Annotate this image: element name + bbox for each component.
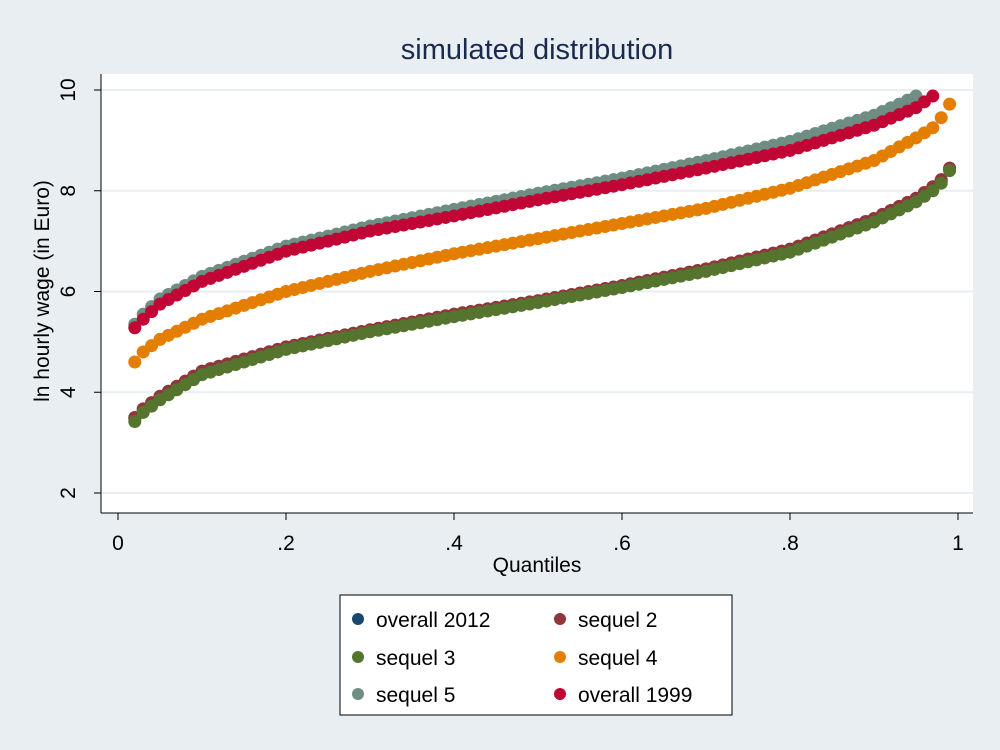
legend-label: sequel 4 — [578, 647, 658, 670]
data-points — [128, 89, 957, 428]
axes — [100, 74, 973, 514]
legend-marker — [554, 688, 566, 700]
legend-marker — [554, 613, 566, 625]
x-tick-label: .8 — [781, 532, 799, 555]
data-point — [926, 121, 940, 135]
x-tick-label: 1 — [952, 532, 964, 555]
data-point — [136, 312, 150, 326]
series-sequel-4 — [128, 97, 957, 369]
data-point — [943, 164, 957, 178]
y-tick-label: 6 — [57, 286, 80, 298]
legend-marker — [554, 651, 566, 663]
legend-label: overall 2012 — [376, 609, 490, 632]
data-point — [145, 305, 159, 319]
series-sequel-3 — [128, 164, 957, 428]
data-point — [128, 355, 142, 369]
y-tick-label: 2 — [57, 487, 80, 499]
series-overall-1999 — [128, 89, 940, 335]
data-point — [943, 97, 957, 111]
x-tick-label: .4 — [445, 532, 463, 555]
data-point — [934, 111, 948, 125]
x-tick-label: .6 — [613, 532, 631, 555]
legend-marker — [352, 688, 364, 700]
y-axis-title: ln hourly wage (in Euro) — [31, 180, 54, 402]
legend-label: overall 1999 — [578, 684, 692, 707]
legend: overall 2012 sequel 2 sequel 3 sequel 4 sequ… — [339, 594, 733, 716]
legend-label: sequel 2 — [578, 609, 657, 632]
y-ticks: 2 4 6 8 10 — [57, 78, 101, 499]
legend-box — [339, 594, 733, 716]
data-point — [926, 89, 940, 103]
gridlines — [101, 89, 973, 494]
legend-marker — [352, 651, 364, 663]
data-point — [934, 176, 948, 190]
x-tick-label: .2 — [277, 532, 295, 555]
x-tick-label: 0 — [112, 532, 124, 555]
x-axis-title: Quantiles — [493, 554, 582, 577]
legend-label: sequel 5 — [376, 684, 455, 707]
data-point — [128, 321, 142, 335]
y-tick-label: 8 — [57, 185, 80, 197]
chart-title: simulated distribution — [401, 34, 673, 66]
data-point — [926, 184, 940, 198]
data-point — [128, 414, 142, 428]
y-tick-label: 10 — [57, 78, 80, 101]
x-ticks: 0 .2 .4 .6 .8 1 — [112, 513, 964, 555]
legend-label: sequel 3 — [376, 647, 455, 670]
legend-marker — [352, 613, 364, 625]
y-tick-label: 4 — [57, 386, 80, 398]
plot-area — [101, 74, 973, 513]
